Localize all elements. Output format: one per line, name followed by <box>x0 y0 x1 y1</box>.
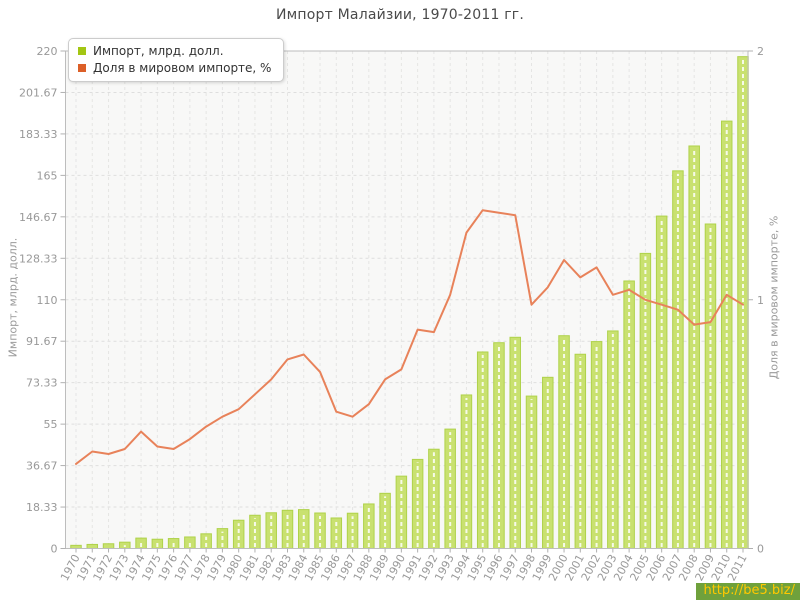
bar-2007[interactable] <box>672 170 684 550</box>
left-tick-label: 91.67 <box>26 335 58 348</box>
left-tick-label: 201.67 <box>19 86 58 99</box>
left-tick-label: 110 <box>37 294 58 307</box>
left-tick-label: 183.33 <box>19 128 58 141</box>
left-tick-label: 36.67 <box>26 460 58 473</box>
left-tick-label: 165 <box>37 169 58 182</box>
bar-1971[interactable] <box>86 543 99 550</box>
left-tick-label: 55 <box>44 418 58 431</box>
legend-item-imports[interactable]: Импорт, млрд. долл. <box>78 44 271 58</box>
share-swatch-icon <box>78 64 86 72</box>
right-tick-label: 0 <box>757 543 764 556</box>
bar-1972[interactable] <box>102 543 115 550</box>
share-line[interactable] <box>75 209 744 465</box>
legend-label-imports: Импорт, млрд. долл. <box>93 44 224 58</box>
page-title: Импорт Малайзии, 1970-2011 гг. <box>276 7 524 23</box>
left-tick-label: 128.33 <box>19 252 58 265</box>
left-tick-label: 0 <box>51 543 58 556</box>
right-tick-label: 1 <box>757 294 764 307</box>
left-tick-label: 73.33 <box>26 377 58 390</box>
left-tick-label: 146.67 <box>19 211 58 224</box>
legend: Импорт, млрд. долл. Доля в мировом импор… <box>68 38 285 82</box>
right-tick-label: 2 <box>757 45 764 58</box>
watermark-link[interactable]: http://be5.biz/ <box>696 583 800 600</box>
bar-1995[interactable] <box>476 351 489 549</box>
left-tick-label: 220 <box>37 45 58 58</box>
legend-label-share: Доля в мировом импорте, % <box>93 61 272 75</box>
left-tick-label: 18.33 <box>26 501 58 514</box>
legend-item-share[interactable]: Доля в мировом импорте, % <box>78 61 271 75</box>
bar-1992[interactable] <box>428 448 440 549</box>
right-axis-title: Доля в мировом импорте, % <box>767 215 781 380</box>
left-axis-title: Импорт, млрд. долл. <box>6 237 20 358</box>
imports-swatch-icon <box>78 47 86 55</box>
